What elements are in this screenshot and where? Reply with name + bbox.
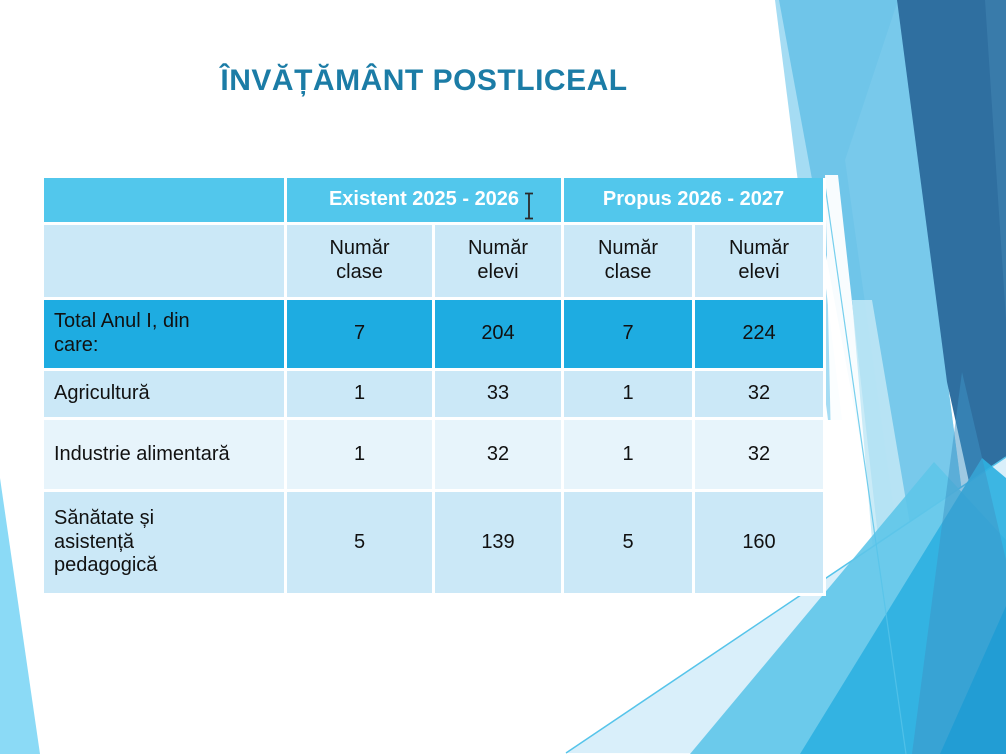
text-cursor-icon [525, 192, 533, 220]
table-cell: 32 [695, 371, 823, 417]
subheader-numar-clase-existent: Număr clase [287, 225, 432, 297]
table-subheader-blank [44, 225, 284, 297]
table-cell: 7 [564, 300, 692, 368]
row-label-industrie: Industrie alimentară [44, 420, 284, 489]
table-cell: 160 [695, 492, 823, 593]
row-label-sanatate: Sănătate și asistență pedagogică [44, 492, 284, 593]
column-group-existent: Existent 2025 - 2026 [287, 178, 561, 222]
bg-thin-line-vertical [823, 177, 907, 754]
table-cell: 5 [287, 492, 432, 593]
row-label-total: Total Anul I, din care: [44, 300, 284, 368]
table-cell: 32 [435, 420, 561, 489]
table-cell: 1 [564, 420, 692, 489]
bg-dark-edge [985, 0, 1006, 320]
table-cell: 33 [435, 371, 561, 417]
subheader-numar-elevi-propus: Număr elevi [695, 225, 823, 297]
table-cell: 1 [287, 420, 432, 489]
subheader-numar-elevi-existent: Număr elevi [435, 225, 561, 297]
page-title: ÎNVĂȚĂMÂNT POSTLICEAL [220, 64, 628, 97]
table-cell: 139 [435, 492, 561, 593]
bg-left-sliver [0, 478, 40, 754]
table-corner-cell [44, 178, 284, 222]
table-cell: 204 [435, 300, 561, 368]
table-cell: 7 [287, 300, 432, 368]
table-cell: 1 [564, 371, 692, 417]
table-cell: 1 [287, 371, 432, 417]
table-cell: 224 [695, 300, 823, 368]
bg-mid-overlay-triangle [912, 372, 1006, 754]
table-cell: 5 [564, 492, 692, 593]
row-label-agricultura: Agricultură [44, 371, 284, 417]
table-cell: 32 [695, 420, 823, 489]
column-group-propus: Propus 2026 - 2027 [564, 178, 823, 222]
subheader-numar-clase-propus: Număr clase [564, 225, 692, 297]
bg-deep-corner-triangle [940, 606, 1006, 754]
postliceal-table: Existent 2025 - 2026 Propus 2026 - 2027 … [44, 178, 826, 596]
